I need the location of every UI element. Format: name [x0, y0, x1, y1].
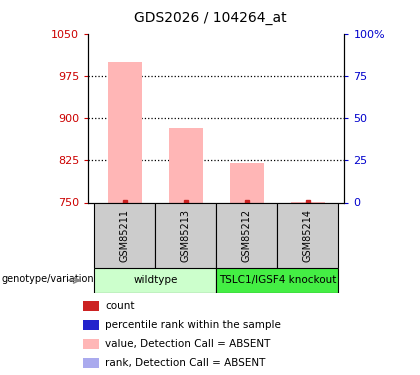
Text: GSM85213: GSM85213: [181, 209, 191, 262]
Bar: [83, 358, 99, 368]
Bar: [83, 320, 99, 330]
Bar: [83, 339, 99, 349]
Bar: [108, 62, 142, 202]
Bar: [230, 163, 264, 202]
Text: count: count: [105, 302, 135, 312]
Text: value, Detection Call = ABSENT: value, Detection Call = ABSENT: [105, 339, 270, 349]
Text: GSM85212: GSM85212: [242, 209, 252, 262]
Bar: [94, 268, 216, 292]
Bar: [216, 202, 277, 268]
Text: TSLC1/IGSF4 knockout: TSLC1/IGSF4 knockout: [219, 275, 336, 285]
Text: genotype/variation: genotype/variation: [2, 274, 95, 284]
Bar: [216, 268, 338, 292]
Bar: [169, 128, 202, 202]
Text: GDS2026 / 104264_at: GDS2026 / 104264_at: [134, 11, 286, 25]
Text: GSM85214: GSM85214: [303, 209, 313, 262]
Text: percentile rank within the sample: percentile rank within the sample: [105, 320, 281, 330]
Bar: [155, 202, 216, 268]
Text: rank, Detection Call = ABSENT: rank, Detection Call = ABSENT: [105, 358, 265, 368]
Text: wildtype: wildtype: [133, 275, 178, 285]
Bar: [94, 202, 155, 268]
Bar: [83, 301, 99, 311]
Text: GSM85211: GSM85211: [120, 209, 130, 262]
Bar: [277, 202, 338, 268]
